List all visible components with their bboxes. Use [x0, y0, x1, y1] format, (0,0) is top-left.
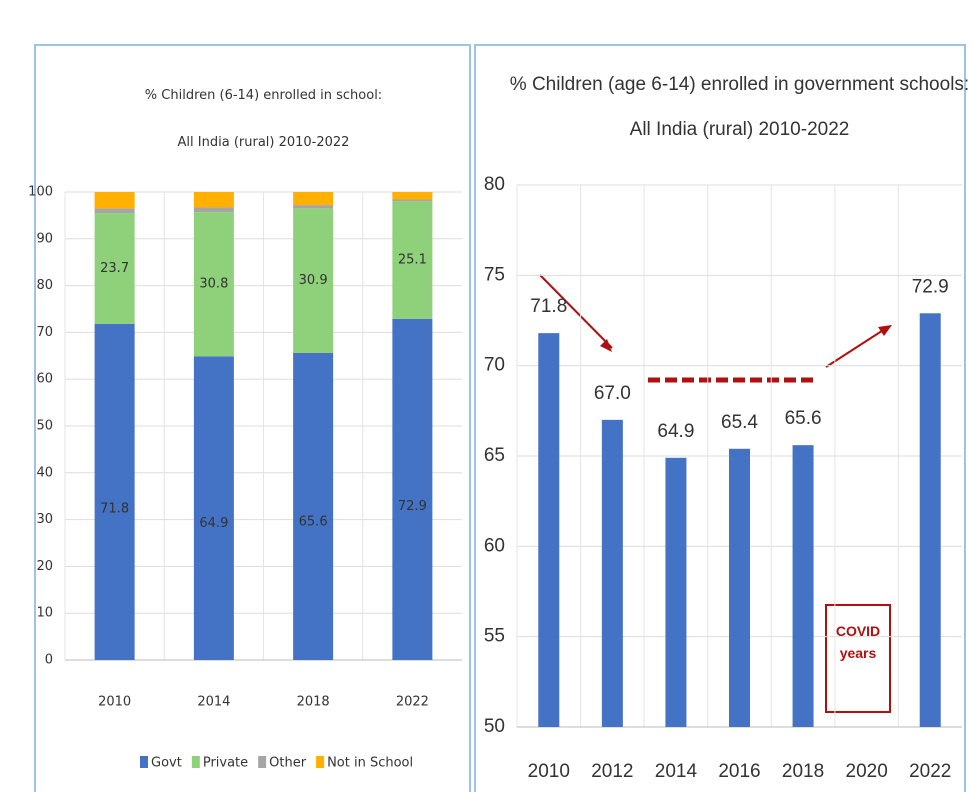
x-tick-label: 2020 [846, 761, 888, 782]
legend-label: Not in School [327, 756, 413, 771]
bar-segment [193, 192, 234, 208]
data-label: 71.8 [530, 296, 567, 317]
panel [34, 44, 471, 792]
x-tick-label: 2014 [655, 761, 698, 782]
bar-segment [293, 352, 334, 660]
bar-segment [293, 192, 334, 206]
legend-swatch [258, 756, 267, 768]
legend-swatch [316, 756, 325, 768]
bar-segment [94, 213, 135, 324]
y-tick-label: 90 [36, 231, 53, 246]
bar-segment [392, 192, 433, 200]
arrow [539, 274, 613, 349]
bar-segment [94, 192, 135, 209]
bar-segment [94, 208, 135, 214]
chart-title: % Children (6-14) enrolled in school: All… [145, 88, 382, 150]
data-label: 64.9 [657, 421, 694, 442]
x-tick-label: 2014 [197, 695, 230, 710]
legend-label: Govt [151, 756, 182, 771]
chart-left: % Children (6-14) enrolled in school: All… [28, 88, 462, 771]
arrow [825, 326, 889, 368]
x-tick-label: 2012 [591, 761, 633, 782]
data-label: 65.4 [721, 412, 758, 433]
data-label: 64.9 [199, 516, 228, 531]
y-tick-label: 40 [36, 465, 53, 480]
data-label: 23.7 [100, 261, 129, 276]
x-tick-label: 2018 [297, 695, 330, 710]
y-tick-label: 50 [36, 419, 53, 434]
legend-label: Other [269, 756, 307, 771]
data-label: 72.9 [912, 276, 949, 297]
bar-segment [193, 207, 234, 213]
y-tick-label: 75 [484, 264, 505, 285]
bar [792, 445, 814, 727]
x-tick-label: 2022 [909, 761, 951, 782]
data-label: 65.6 [785, 408, 822, 429]
bar [601, 419, 623, 727]
y-tick-label: 30 [36, 512, 53, 527]
bar [665, 457, 687, 727]
y-tick-label: 0 [45, 653, 53, 668]
x-tick-label: 2010 [98, 695, 131, 710]
data-label: 30.9 [299, 273, 328, 288]
bar [919, 313, 941, 727]
y-tick-label: 20 [36, 559, 53, 574]
legend-swatch [191, 756, 200, 768]
data-label: 72.9 [398, 499, 427, 514]
y-tick-label: 50 [484, 716, 505, 737]
chart-right: % Children (age 6-14) enrolled in govern… [484, 74, 969, 782]
x-tick-label: 2018 [782, 761, 824, 782]
y-tick-label: 60 [36, 372, 53, 387]
x-tick-label: 2016 [718, 761, 760, 782]
bar-segment [293, 205, 334, 209]
y-tick-label: 80 [36, 278, 53, 293]
chart-title: % Children (age 6-14) enrolled in govern… [510, 74, 969, 140]
arrowhead [600, 339, 612, 352]
x-tick-label: 2022 [396, 695, 429, 710]
panel [474, 44, 966, 792]
y-tick-label: 55 [484, 626, 505, 647]
bar [729, 448, 750, 727]
legend-swatch [140, 756, 148, 768]
arrowhead [878, 325, 892, 336]
x-tick-label: 2010 [528, 761, 570, 782]
y-tick-label: 80 [484, 174, 505, 195]
y-tick-label: 100 [28, 185, 53, 200]
bar-segment [392, 318, 433, 660]
y-tick-label: 60 [484, 535, 505, 556]
y-tick-label: 65 [484, 445, 505, 466]
bar-segment [94, 323, 135, 660]
legend-label: Private [203, 756, 248, 771]
y-tick-label: 70 [36, 325, 53, 340]
data-label: 25.1 [398, 253, 427, 268]
data-label: 71.8 [100, 501, 129, 516]
y-tick-label: 10 [36, 606, 53, 621]
bar-segment [193, 212, 234, 357]
bar-segment [392, 201, 433, 319]
y-tick-label: 70 [484, 355, 505, 376]
annotation: COVID years [835, 623, 881, 661]
data-label: 67.0 [594, 383, 631, 404]
data-label: 65.6 [299, 514, 328, 529]
bar-segment [193, 356, 234, 660]
bar-segment [293, 208, 334, 353]
bar-segment [392, 199, 433, 202]
data-label: 30.8 [199, 277, 228, 292]
bar [538, 333, 560, 727]
covid-box [825, 604, 891, 713]
